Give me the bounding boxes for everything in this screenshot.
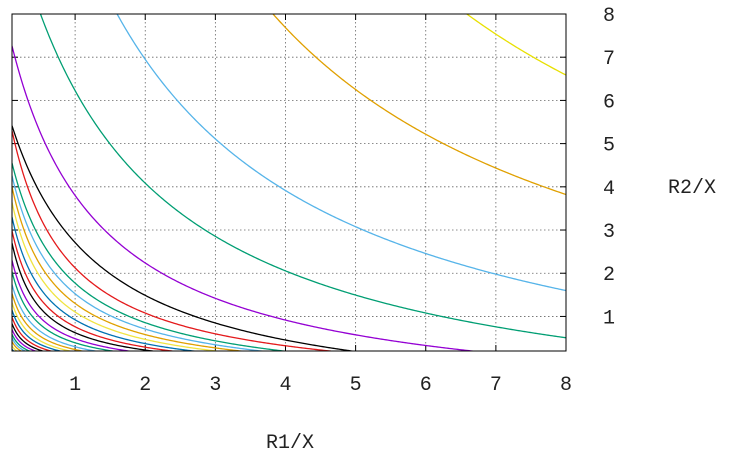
contour-line-3 bbox=[116, 14, 566, 292]
x-tick-label: 2 bbox=[139, 374, 151, 397]
y-axis: 1 2 3 4 5 6 7 8 bbox=[603, 5, 615, 330]
contour-line-14 bbox=[12, 242, 158, 351]
contour-lines bbox=[12, 14, 566, 361]
contour-line-2 bbox=[272, 14, 566, 196]
x-tick-label: 6 bbox=[420, 374, 432, 397]
contour-line-11 bbox=[12, 202, 222, 351]
x-axis-title: R1/X bbox=[266, 432, 314, 455]
x-tick-label: 1 bbox=[69, 374, 81, 397]
contour-line-9 bbox=[12, 175, 267, 351]
contour-line-6 bbox=[12, 125, 357, 351]
y-tick-label: 6 bbox=[603, 91, 615, 114]
plot-area bbox=[12, 14, 566, 351]
contour-line-4 bbox=[39, 14, 566, 339]
contour-line-7 bbox=[12, 130, 337, 351]
y-tick-label: 4 bbox=[603, 178, 615, 201]
x-tick-label: 8 bbox=[560, 374, 572, 397]
x-tick-label: 5 bbox=[350, 374, 362, 397]
contour-line-15 bbox=[12, 260, 134, 351]
contour-line-1 bbox=[465, 14, 566, 76]
x-tick-label: 7 bbox=[490, 374, 502, 397]
y-tick-label: 5 bbox=[603, 135, 615, 158]
x-axis: 1 2 3 4 5 6 7 8 bbox=[69, 374, 572, 397]
plot-frame bbox=[11, 13, 567, 352]
contour-line-10 bbox=[12, 186, 247, 351]
contour-line-5 bbox=[12, 45, 478, 351]
contour-line-13 bbox=[12, 230, 178, 351]
y-axis-title: R2/X bbox=[668, 177, 716, 200]
y-tick-label: 1 bbox=[603, 307, 615, 330]
contour-line-16 bbox=[12, 271, 117, 351]
contour-line-8 bbox=[12, 162, 289, 351]
contour-line-30 bbox=[12, 354, 566, 361]
contour-line-12 bbox=[12, 216, 199, 351]
y-tick-label: 3 bbox=[603, 221, 615, 244]
y-tick-label: 2 bbox=[603, 264, 615, 287]
contour-line-29 bbox=[12, 352, 566, 361]
y-tick-label: 8 bbox=[603, 5, 615, 28]
y-tick-label: 7 bbox=[603, 48, 615, 71]
x-tick-label: 4 bbox=[279, 374, 291, 397]
x-tick-label: 3 bbox=[209, 374, 221, 397]
